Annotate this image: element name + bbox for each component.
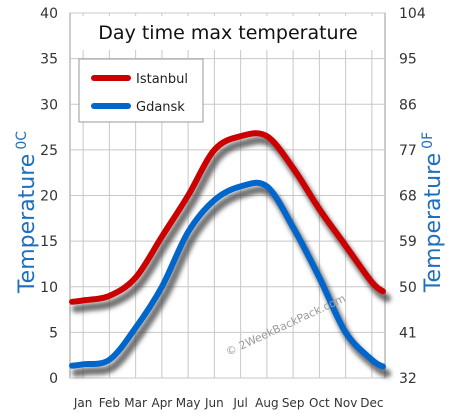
right-tick-label: 68: [399, 189, 417, 205]
grid: [70, 12, 385, 379]
x-tick-label: Jan: [73, 396, 93, 410]
left-axis-label: Temperature 0C: [14, 131, 40, 294]
series-line-istanbul: [69, 130, 386, 305]
x-tick-label: Nov: [334, 396, 357, 410]
left-tick-label: 20: [40, 189, 58, 205]
left-axis-label-text: Temperature: [15, 154, 40, 294]
title-box: [80, 16, 375, 50]
series-lines: [69, 130, 386, 370]
left-axis-unit: 0C: [14, 131, 30, 150]
x-tick-label: Oct: [309, 396, 330, 410]
x-tick-label: Apr: [151, 396, 172, 410]
left-tick-label: 10: [40, 280, 58, 296]
legend-box: [78, 58, 204, 123]
right-axis-unit: 0F: [420, 132, 436, 149]
right-tick-label: 41: [399, 325, 417, 341]
right-tick-label: 86: [399, 97, 417, 113]
left-tick-label: 25: [40, 143, 58, 159]
right-tick-label: 50: [399, 280, 417, 296]
left-tick-label: 15: [40, 234, 58, 250]
right-axis-ticks: 32 41 50 59 68 77 86 95 104: [399, 6, 426, 387]
x-tick-label: Sep: [282, 396, 305, 410]
x-tick-label: Jul: [232, 396, 247, 410]
right-axis-label: Temperature 0F: [420, 132, 446, 293]
x-tick-label: Jun: [204, 396, 224, 410]
x-tick-label: Dec: [360, 396, 383, 410]
x-tick-label: Aug: [255, 396, 278, 410]
legend: Istanbul Gdansk: [91, 72, 188, 115]
left-tick-label: 0: [49, 371, 58, 387]
left-tick-label: 35: [40, 52, 58, 68]
right-axis-label-text: Temperature: [421, 153, 446, 293]
right-tick-label: 95: [399, 52, 417, 68]
series-line-gdansk: [69, 179, 386, 370]
left-tick-label: 30: [40, 97, 58, 113]
svg-text:Temperature0C: Temperature 0C: [14, 131, 40, 294]
right-tick-label: 104: [399, 6, 426, 22]
chart-title: Day time max temperature: [98, 22, 357, 44]
left-tick-label: 40: [40, 6, 58, 22]
left-tick-label: 5: [49, 325, 58, 341]
x-tick-label: Feb: [99, 396, 120, 410]
x-tick-label: May: [176, 396, 201, 410]
right-tick-label: 59: [399, 234, 417, 250]
legend-label-gdansk: Gdansk: [136, 100, 185, 115]
legend-label-istanbul: Istanbul: [136, 72, 188, 87]
x-axis-ticks: Jan Feb Mar Apr May Jun Jul Aug Sep Oct Nov Dec: [73, 396, 384, 410]
right-tick-label: 32: [399, 371, 417, 387]
left-axis-ticks: 0 5 10 15 20 25 30 35 40: [40, 6, 58, 387]
x-tick-label: Mar: [124, 396, 147, 410]
svg-text:Temperature0F: Temperature 0F: [420, 132, 446, 293]
right-tick-label: 77: [399, 143, 417, 159]
